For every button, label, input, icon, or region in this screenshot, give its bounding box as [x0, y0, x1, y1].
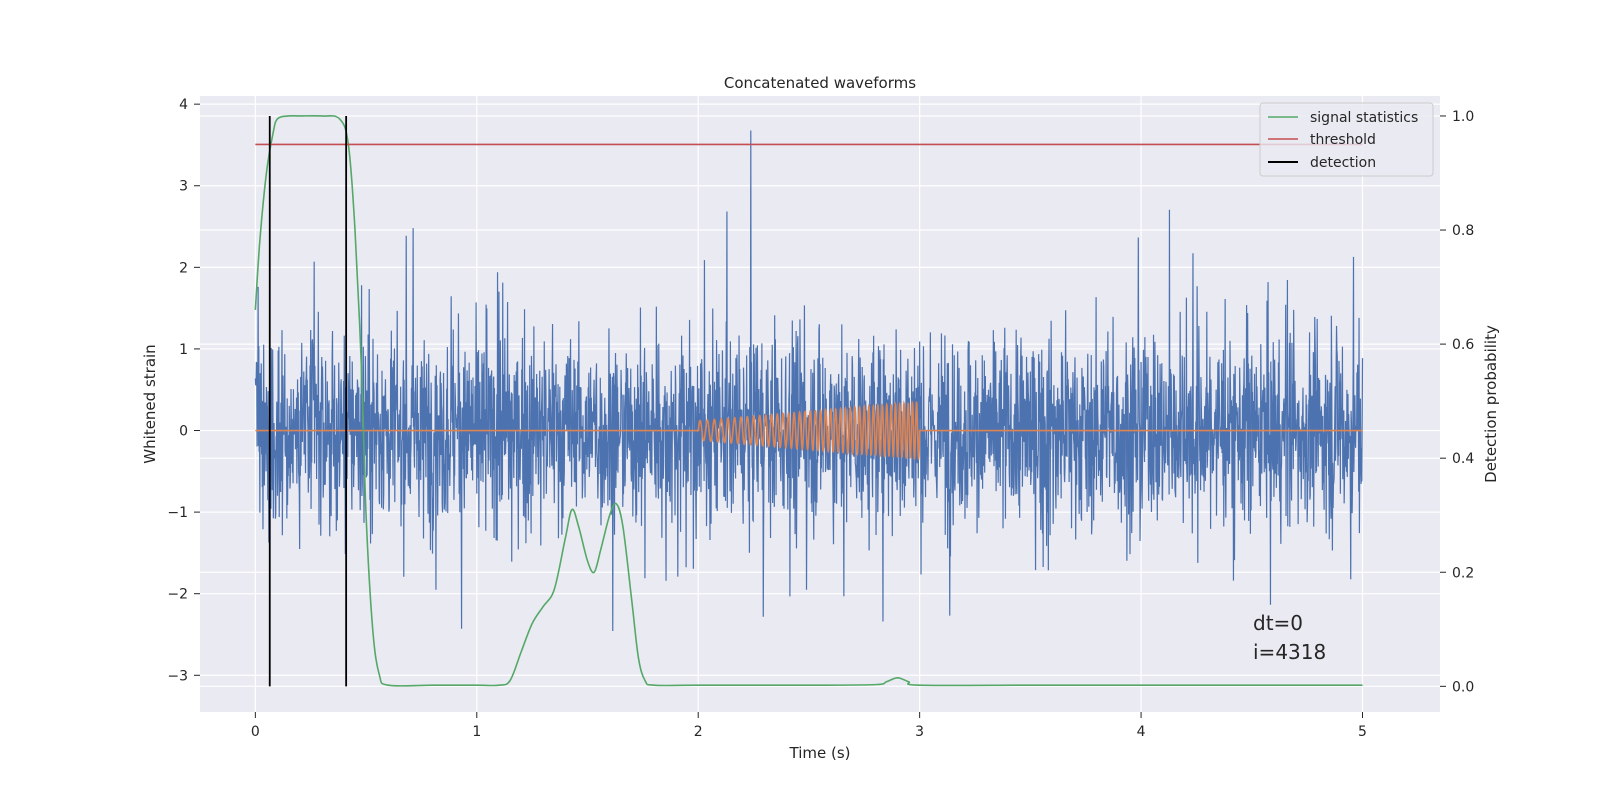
x-tick-label: 1 — [472, 724, 481, 740]
x-tick-label: 2 — [694, 724, 703, 740]
series-signal-statistics — [254, 114, 1363, 687]
y-tick-label: 4 — [179, 97, 188, 113]
legend-label-threshold: threshold — [1310, 132, 1376, 148]
legend-box — [1259, 102, 1434, 177]
y2-tick-label: 1.0 — [1452, 109, 1474, 125]
y2-tick-label: 0.4 — [1452, 451, 1474, 467]
annotation-i: i=4318 — [1253, 640, 1326, 664]
y2-tick-label: 0.6 — [1452, 337, 1474, 353]
x-axis-label: Time (s) — [789, 744, 851, 762]
x-tick-label: 3 — [915, 724, 924, 740]
legend: signal statistics threshold detection — [1259, 102, 1434, 177]
y-tick-label: 3 — [179, 179, 188, 195]
y-tick-label: −3 — [167, 668, 188, 684]
y-axis-label: Whitened strain — [141, 344, 159, 463]
chart-title: Concatenated waveforms — [724, 74, 916, 92]
series-injected-chirp — [255, 399, 1363, 460]
annotation-dt: dt=0 — [1253, 611, 1303, 635]
legend-label-detection: detection — [1310, 155, 1376, 171]
y2-axis-label: Detection probability — [1482, 325, 1500, 483]
y-tick-label: 2 — [179, 260, 188, 276]
y2-tick-label: 0.2 — [1452, 565, 1474, 581]
x-tick-label: 5 — [1358, 724, 1367, 740]
tick-layer: 0 1 2 3 4 5 −3 −2 −1 0 1 2 3 4 0.0 0.2 0.4 0.6 0.8 1.0 — [167, 97, 1474, 740]
y2-tick-label: 0.8 — [1452, 223, 1474, 239]
series-whitened-noise — [254, 130, 1364, 631]
y-tick-label: −1 — [167, 505, 188, 521]
y-tick-label: −2 — [167, 587, 188, 603]
plot-layer — [254, 114, 1364, 687]
y-tick-label: 0 — [179, 424, 188, 440]
y2-tick-label: 0.0 — [1452, 679, 1474, 695]
y-tick-label: 1 — [179, 342, 188, 358]
x-tick-label: 4 — [1137, 724, 1146, 740]
x-tick-label: 0 — [251, 724, 260, 740]
legend-label-signal-statistics: signal statistics — [1310, 110, 1418, 126]
